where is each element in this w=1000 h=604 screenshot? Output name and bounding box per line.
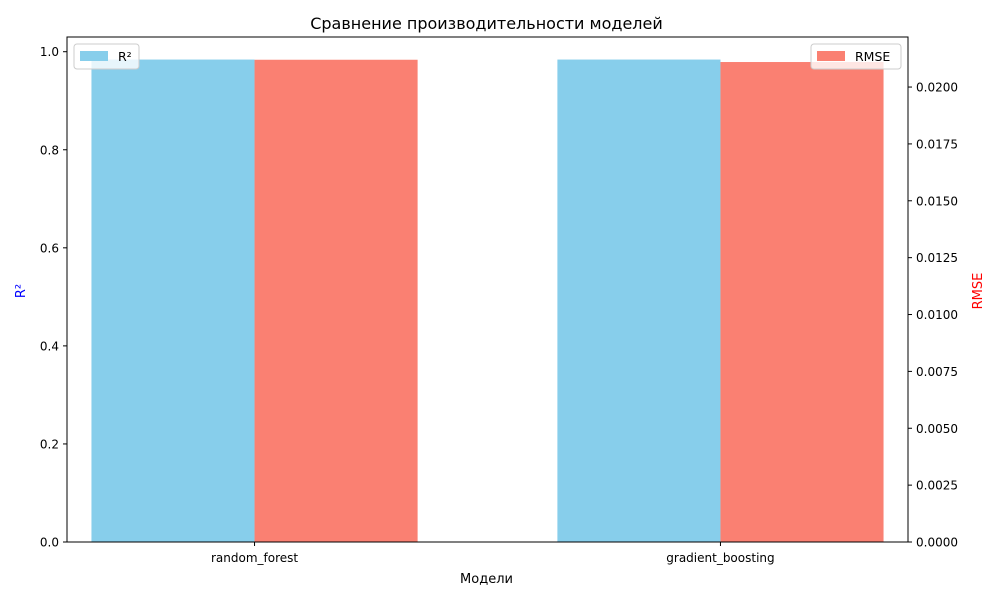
y-right-tick-label: 0.0200: [916, 81, 958, 95]
y-right-tick-label: 0.0075: [916, 365, 958, 379]
legend-swatch: [817, 51, 845, 61]
axes-group: 0.0 0.2 0.4 0.6 0.8 1.0 0.0000 0.0025 0.0050 0.00…: [40, 36, 958, 565]
legend-label: R²: [118, 49, 132, 64]
bar-r2-gradient-boosting: [557, 59, 721, 542]
bar-rmse-random-forest: [254, 59, 418, 543]
y-right-tick-label: 0.0125: [916, 251, 958, 265]
y-left-tick-label: 0.6: [40, 241, 59, 255]
x-axis-label: Модели: [460, 572, 513, 587]
legend-swatch: [80, 51, 108, 61]
legend-rmse: RMSE: [810, 43, 902, 70]
y-right-tick-label: 0.0050: [916, 422, 958, 436]
x-tick-label: random_forest: [211, 551, 298, 565]
y-left-tick-label: 0.2: [40, 437, 59, 451]
y-left-tick-label: 1.0: [40, 45, 59, 59]
y-right-tick-label: 0.0175: [916, 137, 958, 151]
y-axis-right-label: RMSE: [971, 273, 986, 310]
y-left-tick-label: 0.4: [40, 339, 59, 353]
legend-r2: R²: [73, 43, 140, 70]
y-right-tick-label: 0.0150: [916, 194, 958, 208]
x-tick-label: gradient_boosting: [666, 551, 774, 565]
y-right-tick-label: 0.0100: [916, 308, 958, 322]
legends-group: R² RMSE: [73, 43, 902, 70]
y-right-tick-label: 0.0000: [916, 536, 958, 550]
bar-rmse-gradient-boosting: [720, 62, 884, 542]
y-right-tick-label: 0.0025: [916, 479, 958, 493]
legend-label: RMSE: [855, 49, 890, 64]
chart-title: Сравнение производительности моделей: [310, 14, 663, 33]
y-axis-left-label: R²: [14, 284, 29, 298]
legend-frame: [810, 43, 902, 70]
bar-r2-random-forest: [91, 59, 255, 542]
y-left-tick-label: 0.8: [40, 143, 59, 157]
plot-frame: [66, 36, 909, 543]
y-left-tick-label: 0.0: [40, 536, 59, 550]
bars-group: [91, 59, 884, 543]
